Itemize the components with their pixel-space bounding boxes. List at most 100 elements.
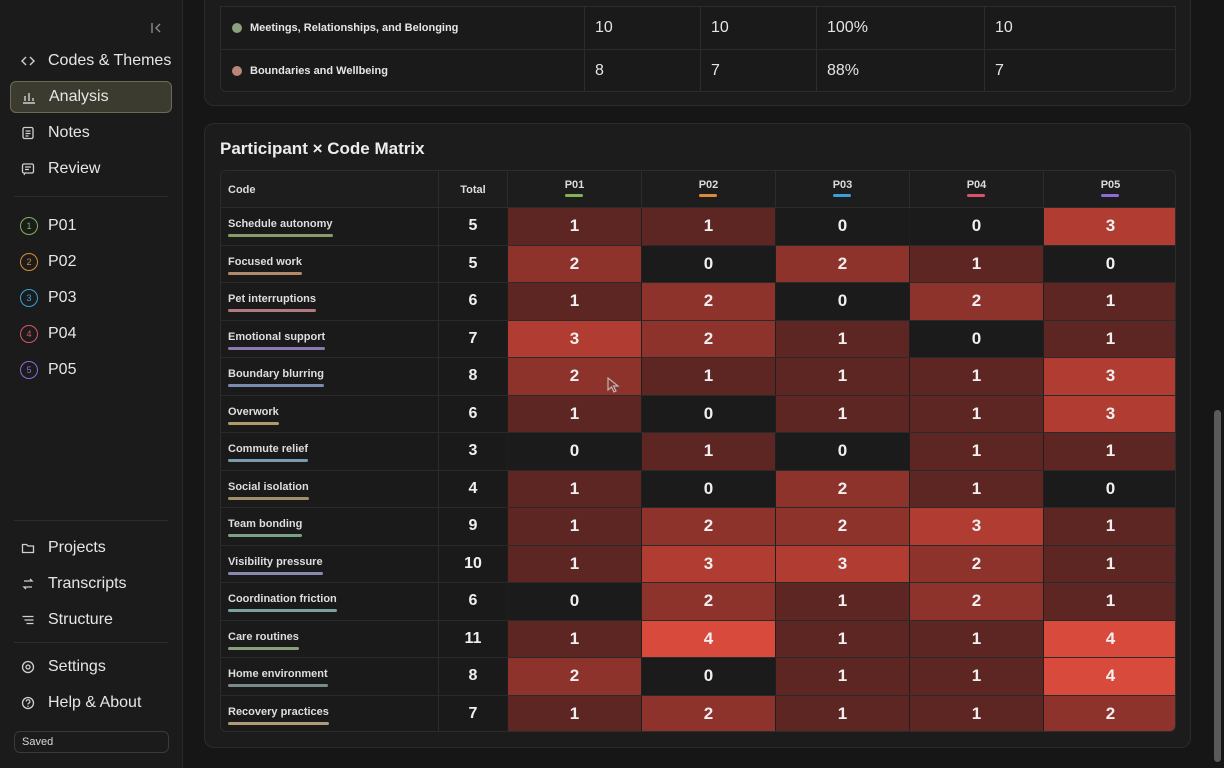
matrix-cell[interactable]: 4 (641, 620, 775, 657)
code-cell[interactable]: Focused work (221, 246, 438, 283)
sidebar-item-p02[interactable]: 2 P02 (10, 246, 172, 278)
matrix-cell[interactable]: 2 (909, 545, 1043, 582)
matrix-cell[interactable]: 0 (775, 283, 909, 320)
sidebar-item-help-about[interactable]: Help & About (10, 687, 172, 719)
matrix-cell[interactable]: 0 (641, 658, 775, 695)
matrix-cell[interactable]: 0 (909, 208, 1043, 245)
matrix-cell[interactable]: 2 (775, 470, 909, 507)
code-cell[interactable]: Care routines (221, 621, 438, 658)
matrix-cell[interactable]: 1 (507, 208, 641, 245)
matrix-cell[interactable]: 1 (775, 620, 909, 657)
matrix-cell[interactable]: 1 (641, 208, 775, 245)
matrix-cell[interactable]: 1 (775, 395, 909, 432)
matrix-cell[interactable]: 0 (507, 583, 641, 620)
sidebar-item-analysis[interactable]: Analysis (10, 81, 172, 113)
code-cell[interactable]: Visibility pressure (221, 546, 438, 583)
matrix-cell[interactable]: 1 (1043, 320, 1175, 357)
sidebar-item-review[interactable]: Review (10, 153, 172, 185)
matrix-cell[interactable]: 1 (909, 658, 1043, 695)
code-cell[interactable]: Recovery practices (221, 696, 438, 732)
header-p02[interactable]: P02 (641, 171, 775, 208)
matrix-cell[interactable]: 3 (775, 545, 909, 582)
matrix-cell[interactable]: 1 (1043, 583, 1175, 620)
header-p03[interactable]: P03 (775, 171, 909, 208)
matrix-cell[interactable]: 1 (1043, 283, 1175, 320)
header-p05[interactable]: P05 (1043, 171, 1175, 208)
sidebar-item-p05[interactable]: 5 P05 (10, 354, 172, 386)
matrix-cell[interactable]: 2 (775, 245, 909, 282)
matrix-cell[interactable]: 2 (507, 245, 641, 282)
matrix-cell[interactable]: 1 (775, 658, 909, 695)
sidebar-item-p04[interactable]: 4 P04 (10, 318, 172, 350)
matrix-cell[interactable]: 2 (909, 283, 1043, 320)
matrix-cell[interactable]: 2 (1043, 695, 1175, 731)
matrix-cell[interactable]: 4 (1043, 620, 1175, 657)
header-p04[interactable]: P04 (909, 171, 1043, 208)
matrix-cell[interactable]: 0 (1043, 245, 1175, 282)
code-cell[interactable]: Team bonding (221, 508, 438, 545)
matrix-cell[interactable]: 2 (641, 508, 775, 545)
matrix-cell[interactable]: 3 (1043, 358, 1175, 395)
matrix-cell[interactable]: 1 (909, 433, 1043, 470)
matrix-cell[interactable]: 2 (641, 695, 775, 731)
code-cell[interactable]: Pet interruptions (221, 283, 438, 320)
matrix-cell[interactable]: 1 (507, 620, 641, 657)
matrix-cell[interactable]: 2 (775, 508, 909, 545)
header-p01[interactable]: P01 (507, 171, 641, 208)
matrix-cell[interactable]: 1 (641, 358, 775, 395)
sidebar-item-settings[interactable]: Settings (10, 651, 172, 683)
sidebar-item-structure[interactable]: Structure (10, 604, 172, 636)
matrix-cell[interactable]: 0 (641, 470, 775, 507)
matrix-cell[interactable]: 0 (641, 245, 775, 282)
matrix-cell[interactable]: 2 (507, 658, 641, 695)
matrix-cell[interactable]: 0 (775, 433, 909, 470)
matrix-cell[interactable]: 1 (775, 320, 909, 357)
matrix-cell[interactable]: 1 (507, 395, 641, 432)
scrollbar-thumb[interactable] (1214, 410, 1221, 762)
matrix-cell[interactable]: 3 (1043, 395, 1175, 432)
matrix-cell[interactable]: 1 (909, 470, 1043, 507)
matrix-cell[interactable]: 1 (775, 358, 909, 395)
scrollbar[interactable] (1212, 0, 1224, 768)
code-cell[interactable]: Overwork (221, 396, 438, 433)
code-cell[interactable]: Social isolation (221, 471, 438, 508)
matrix-cell[interactable]: 0 (641, 395, 775, 432)
sidebar-item-codes-themes[interactable]: Codes & Themes (10, 45, 172, 77)
theme-row[interactable]: Meetings, Relationships, and Belonging 10… (221, 7, 1175, 49)
matrix-cell[interactable]: 1 (775, 583, 909, 620)
code-cell[interactable]: Commute relief (221, 433, 438, 470)
code-cell[interactable]: Coordination friction (221, 583, 438, 620)
matrix-cell[interactable]: 2 (909, 583, 1043, 620)
matrix-cell[interactable]: 0 (1043, 470, 1175, 507)
matrix-cell[interactable]: 1 (1043, 433, 1175, 470)
matrix-cell[interactable]: 1 (909, 395, 1043, 432)
code-cell[interactable]: Boundary blurring (221, 358, 438, 395)
sidebar-item-p03[interactable]: 3 P03 (10, 282, 172, 314)
sidebar-item-p01[interactable]: 1 P01 (10, 210, 172, 242)
matrix-cell[interactable]: 3 (1043, 208, 1175, 245)
matrix-cell[interactable]: 1 (507, 470, 641, 507)
sidebar-item-transcripts[interactable]: Transcripts (10, 568, 172, 600)
matrix-cell[interactable]: 2 (641, 283, 775, 320)
code-cell[interactable]: Schedule autonomy (221, 208, 438, 245)
collapse-sidebar-icon[interactable] (147, 19, 165, 37)
matrix-cell[interactable]: 1 (909, 695, 1043, 731)
matrix-cell[interactable]: 3 (507, 320, 641, 357)
matrix-cell[interactable]: 1 (507, 283, 641, 320)
matrix-cell[interactable]: 1 (507, 508, 641, 545)
theme-row[interactable]: Boundaries and Wellbeing 8 7 88% 7 (221, 49, 1175, 91)
sidebar-item-projects[interactable]: Projects (10, 532, 172, 564)
matrix-cell[interactable]: 2 (507, 358, 641, 395)
code-cell[interactable]: Home environment (221, 658, 438, 695)
matrix-cell[interactable]: 2 (641, 320, 775, 357)
matrix-cell[interactable]: 1 (1043, 508, 1175, 545)
matrix-cell[interactable]: 1 (507, 545, 641, 582)
matrix-cell[interactable]: 1 (775, 695, 909, 731)
header-code[interactable]: Code (228, 183, 256, 196)
matrix-cell[interactable]: 1 (909, 620, 1043, 657)
matrix-cell[interactable]: 3 (641, 545, 775, 582)
matrix-cell[interactable]: 1 (641, 433, 775, 470)
sidebar-item-notes[interactable]: Notes (10, 117, 172, 149)
matrix-cell[interactable]: 1 (909, 358, 1043, 395)
matrix-cell[interactable]: 0 (909, 320, 1043, 357)
